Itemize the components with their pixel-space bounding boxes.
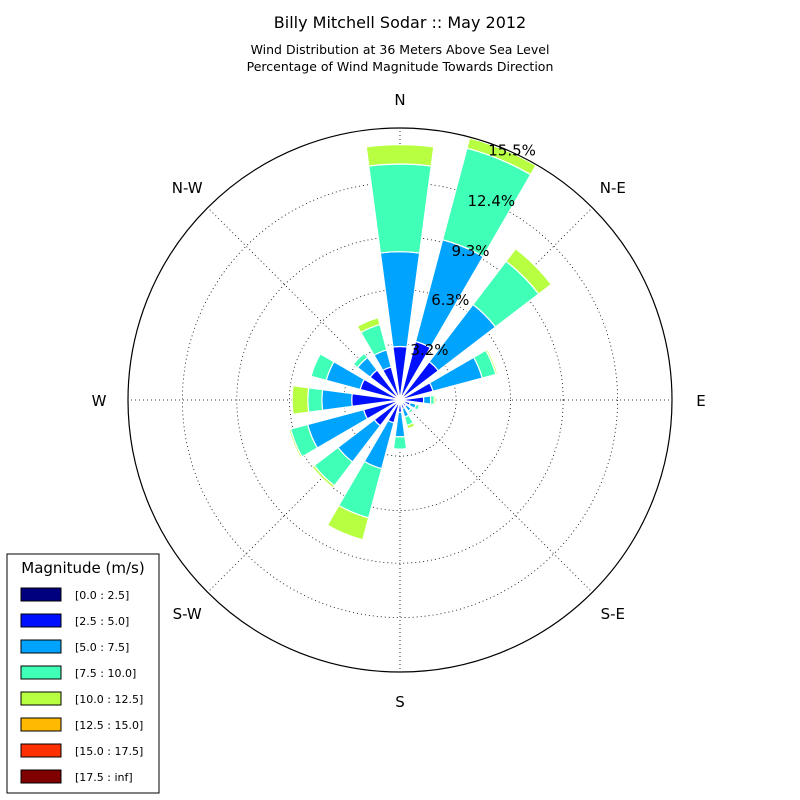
legend-label-8: [17.5 : inf] — [75, 771, 133, 784]
wind-bars — [288, 137, 553, 542]
legend-label-2: [2.5 : 5.0] — [75, 615, 129, 628]
legend-label-7: [15.0 : 17.5] — [75, 745, 143, 758]
bar-w-bin-5 — [291, 385, 310, 415]
legend-title: Magnitude (m/s) — [21, 559, 144, 577]
bar-n-bin-3 — [379, 251, 421, 348]
bar-ese-bin-5 — [416, 404, 422, 412]
bar-s-bin-3 — [394, 411, 406, 438]
radial-tick-label-3: 9.3% — [451, 242, 489, 260]
bar-e-bin-5 — [433, 394, 437, 406]
direction-label-n-w: N-W — [172, 179, 203, 197]
legend-swatch-2 — [20, 613, 62, 628]
grid-ring-4 — [181, 181, 619, 619]
direction-label-w: W — [92, 392, 107, 410]
chart-subtitle-line-2: Percentage of Wind Magnitude Towards Dir… — [247, 59, 554, 74]
radial-tick-label-1: 3.2% — [410, 341, 448, 359]
direction-label-n: N — [394, 91, 405, 109]
bar-sse-bin-5 — [406, 421, 416, 430]
bar-n-bin-5 — [365, 144, 435, 167]
legend-label-6: [12.5 : 15.0] — [75, 719, 143, 732]
bar-e-bin-3 — [422, 395, 432, 405]
radial-tick-label-4: 12.4% — [467, 192, 515, 210]
bar-ssw-bin-6 — [326, 524, 364, 542]
grid-spoke-s-w — [207, 399, 401, 593]
legend-label-5: [10.0 : 12.5] — [75, 693, 143, 706]
axis-labels: N N-E E S-E S S-W W N-W 3.2% 6.3% 9.3% 12.4% 15.5% — [92, 91, 706, 711]
legend-swatch-6 — [20, 717, 62, 732]
bar-ene-bin-5 — [484, 348, 499, 376]
legend: Magnitude (m/s) [0.0 : 2.5] [2.5 : 5.0] [5.… — [6, 553, 160, 794]
grid-spoke-s-e — [399, 399, 593, 593]
bar-ne-bin-5 — [505, 247, 553, 295]
direction-label-s: S — [395, 693, 405, 711]
grid-spoke-n-w — [207, 207, 401, 401]
legend-swatch-3 — [20, 639, 62, 654]
direction-label-s-e: S-E — [601, 605, 625, 623]
outer-frame — [127, 127, 673, 673]
bar-wsw-bin-5 — [288, 428, 303, 459]
radial-tick-label-2: 6.3% — [431, 291, 469, 309]
polar-frame — [127, 127, 673, 673]
direction-label-e: E — [696, 392, 705, 410]
chart-subtitle-line-1: Wind Distribution at 36 Meters Above Sea… — [251, 42, 550, 57]
bar-s-bin-5 — [392, 448, 408, 451]
bar-nnw-bin-5 — [356, 317, 381, 334]
bar-sw-bin-6 — [310, 466, 334, 490]
bar-w-bin-3 — [321, 388, 353, 412]
bar-nne-bin-5 — [466, 137, 537, 176]
legend-label-3: [5.0 : 7.5] — [75, 641, 129, 654]
bar-nw-bin-5 — [351, 351, 366, 366]
bar-se-bin-5 — [409, 409, 415, 415]
chart-title: Billy Mitchell Sodar :: May 2012 — [274, 13, 526, 32]
bar-w-bin-4 — [307, 387, 324, 413]
bar-s-bin-4 — [392, 435, 408, 450]
legend-label-1: [0.0 : 2.5] — [75, 589, 129, 602]
direction-label-s-w: S-W — [173, 605, 202, 623]
legend-swatch-1 — [20, 587, 62, 602]
bar-n-bin-4 — [368, 163, 432, 254]
legend-swatch-5 — [20, 691, 62, 706]
bar-wnw-bin-5 — [309, 352, 322, 378]
legend-swatch-4 — [20, 665, 62, 680]
radial-tick-label-5: 15.5% — [488, 142, 536, 160]
direction-label-n-e: N-E — [600, 179, 626, 197]
legend-swatch-7 — [20, 743, 62, 758]
legend-label-4: [7.5 : 10.0] — [75, 667, 136, 680]
legend-swatch-8 — [20, 769, 62, 784]
